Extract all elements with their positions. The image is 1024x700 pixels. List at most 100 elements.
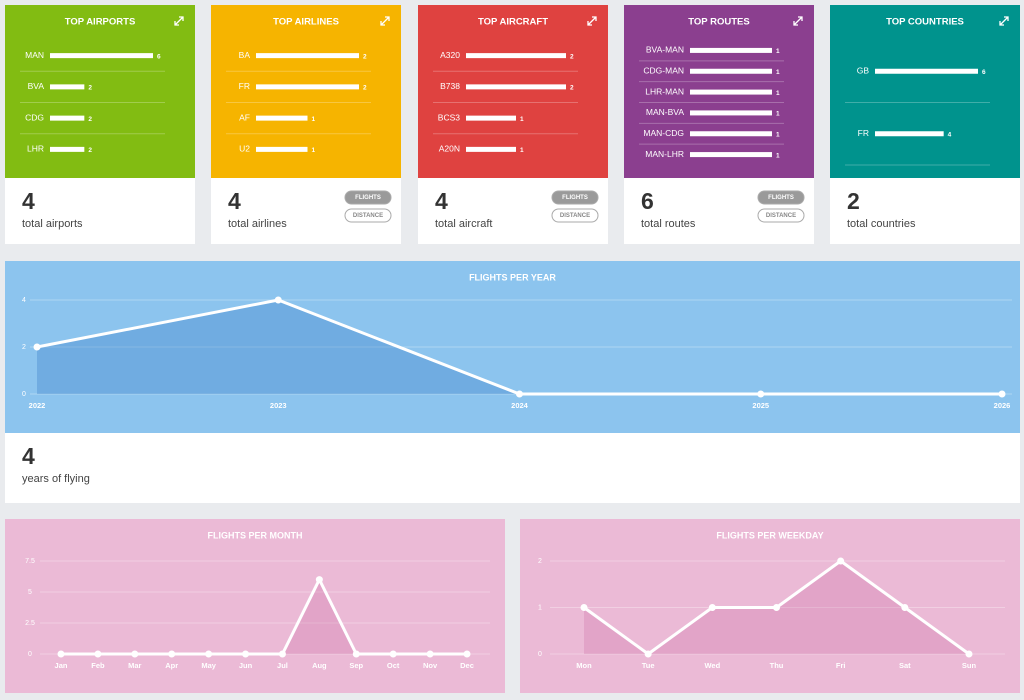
bar-label: BA bbox=[239, 50, 251, 60]
toggle-button-label[interactable]: DISTANCE bbox=[560, 213, 590, 219]
point bbox=[278, 650, 286, 658]
bar-value: 1 bbox=[776, 131, 780, 138]
toggle-button[interactable] bbox=[344, 190, 392, 205]
x-tick-label: Feb bbox=[91, 661, 105, 670]
stat-caption: total routes bbox=[641, 218, 696, 230]
point bbox=[580, 604, 588, 611]
bar-label: MAN bbox=[25, 50, 44, 60]
bar bbox=[256, 53, 359, 59]
bar bbox=[466, 84, 566, 90]
bar-label: FR bbox=[239, 81, 250, 91]
point bbox=[205, 650, 213, 658]
bar-value: 6 bbox=[157, 53, 161, 60]
bar-label: MAN-CDG bbox=[643, 128, 684, 138]
chart-title: TOP COUNTRIES bbox=[886, 17, 964, 28]
bar bbox=[50, 53, 153, 59]
x-tick-label: Nov bbox=[423, 661, 438, 670]
x-tick-label: 2023 bbox=[270, 401, 287, 410]
toggle-button[interactable] bbox=[344, 208, 392, 223]
bar-label: B738 bbox=[440, 81, 460, 91]
x-tick-label: Wed bbox=[704, 661, 720, 670]
bar bbox=[690, 131, 772, 137]
bar-label: A320 bbox=[440, 50, 460, 60]
point bbox=[773, 604, 780, 611]
bar-value: 1 bbox=[776, 48, 780, 55]
stat-caption: total countries bbox=[847, 218, 916, 230]
point bbox=[57, 650, 65, 658]
stat-count: 4 bbox=[435, 188, 448, 214]
bar bbox=[466, 115, 516, 121]
x-tick-label: Jul bbox=[277, 661, 288, 670]
stat-caption: total airports bbox=[22, 218, 83, 230]
point bbox=[837, 557, 845, 565]
bar-value: 2 bbox=[88, 85, 92, 92]
toggle-button[interactable] bbox=[551, 208, 599, 223]
bar-value: 1 bbox=[312, 147, 316, 154]
x-tick-label: Jan bbox=[55, 661, 68, 670]
bar bbox=[256, 84, 359, 90]
expand-icon[interactable] bbox=[380, 16, 390, 26]
toggle-button-label[interactable]: DISTANCE bbox=[766, 213, 796, 219]
bar bbox=[875, 68, 978, 74]
expand-icon[interactable] bbox=[174, 16, 184, 26]
area bbox=[37, 300, 1002, 394]
toggle-button[interactable] bbox=[757, 190, 805, 205]
x-tick-label: 2026 bbox=[994, 401, 1011, 410]
toggle-button-label[interactable]: FLIGHTS bbox=[562, 195, 588, 201]
bar-value: 2 bbox=[88, 147, 92, 154]
x-tick-label: Jun bbox=[239, 661, 253, 670]
chart-title: FLIGHTS PER WEEKDAY bbox=[716, 530, 823, 540]
chart-title: TOP AIRLINES bbox=[273, 17, 339, 28]
bar-label: CDG bbox=[25, 112, 44, 122]
stat-caption: total airlines bbox=[228, 218, 287, 230]
toggle-button-label[interactable]: FLIGHTS bbox=[768, 195, 794, 201]
x-tick-label: Mar bbox=[128, 661, 141, 670]
bar-label: A20N bbox=[439, 144, 460, 154]
bar-value: 1 bbox=[776, 111, 780, 118]
bar bbox=[256, 115, 308, 121]
point bbox=[426, 650, 434, 658]
expand-icon[interactable] bbox=[999, 16, 1009, 26]
x-tick-label: Mon bbox=[576, 661, 592, 670]
expand-icon[interactable] bbox=[587, 16, 597, 26]
x-tick-label: Tue bbox=[642, 661, 655, 670]
point bbox=[168, 650, 176, 658]
bar-value: 1 bbox=[520, 147, 524, 154]
bar-label: LHR-MAN bbox=[645, 86, 684, 96]
bar bbox=[50, 115, 85, 121]
x-tick-label: 2024 bbox=[511, 401, 529, 410]
x-tick-label: 2025 bbox=[752, 401, 769, 410]
bar-value: 1 bbox=[312, 116, 316, 123]
point bbox=[352, 650, 360, 658]
toggle-button-label[interactable]: FLIGHTS bbox=[355, 195, 381, 201]
bar-label: GB bbox=[857, 66, 870, 76]
chart-title: TOP AIRCRAFT bbox=[478, 17, 548, 28]
x-tick-label: Dec bbox=[460, 661, 474, 670]
y-tick-label: 0 bbox=[22, 391, 26, 398]
point bbox=[242, 650, 250, 658]
toggle-button[interactable] bbox=[757, 208, 805, 223]
bar-value: 2 bbox=[570, 53, 574, 60]
x-tick-label: Aug bbox=[312, 661, 327, 670]
bar-value: 4 bbox=[948, 131, 952, 138]
bar bbox=[690, 68, 772, 74]
toggle-button[interactable] bbox=[551, 190, 599, 205]
card-header bbox=[830, 5, 1020, 178]
y-tick-label: 2.5 bbox=[25, 620, 35, 627]
expand-icon[interactable] bbox=[793, 16, 803, 26]
x-tick-label: Thu bbox=[770, 661, 784, 670]
stat-caption: years of flying bbox=[22, 473, 90, 485]
toggle-button-label[interactable]: DISTANCE bbox=[353, 213, 383, 219]
chart-panel bbox=[5, 261, 1020, 433]
bar bbox=[466, 53, 566, 59]
bar-label: MAN-LHR bbox=[645, 149, 684, 159]
stat-count: 4 bbox=[22, 188, 35, 214]
bar-value: 1 bbox=[776, 90, 780, 97]
bar-label: CDG-MAN bbox=[643, 66, 684, 76]
bar-label: AF bbox=[239, 112, 250, 122]
bar bbox=[690, 89, 772, 95]
bar-label: MAN-BVA bbox=[646, 107, 684, 117]
point bbox=[516, 390, 523, 398]
bar-value: 2 bbox=[88, 116, 92, 123]
